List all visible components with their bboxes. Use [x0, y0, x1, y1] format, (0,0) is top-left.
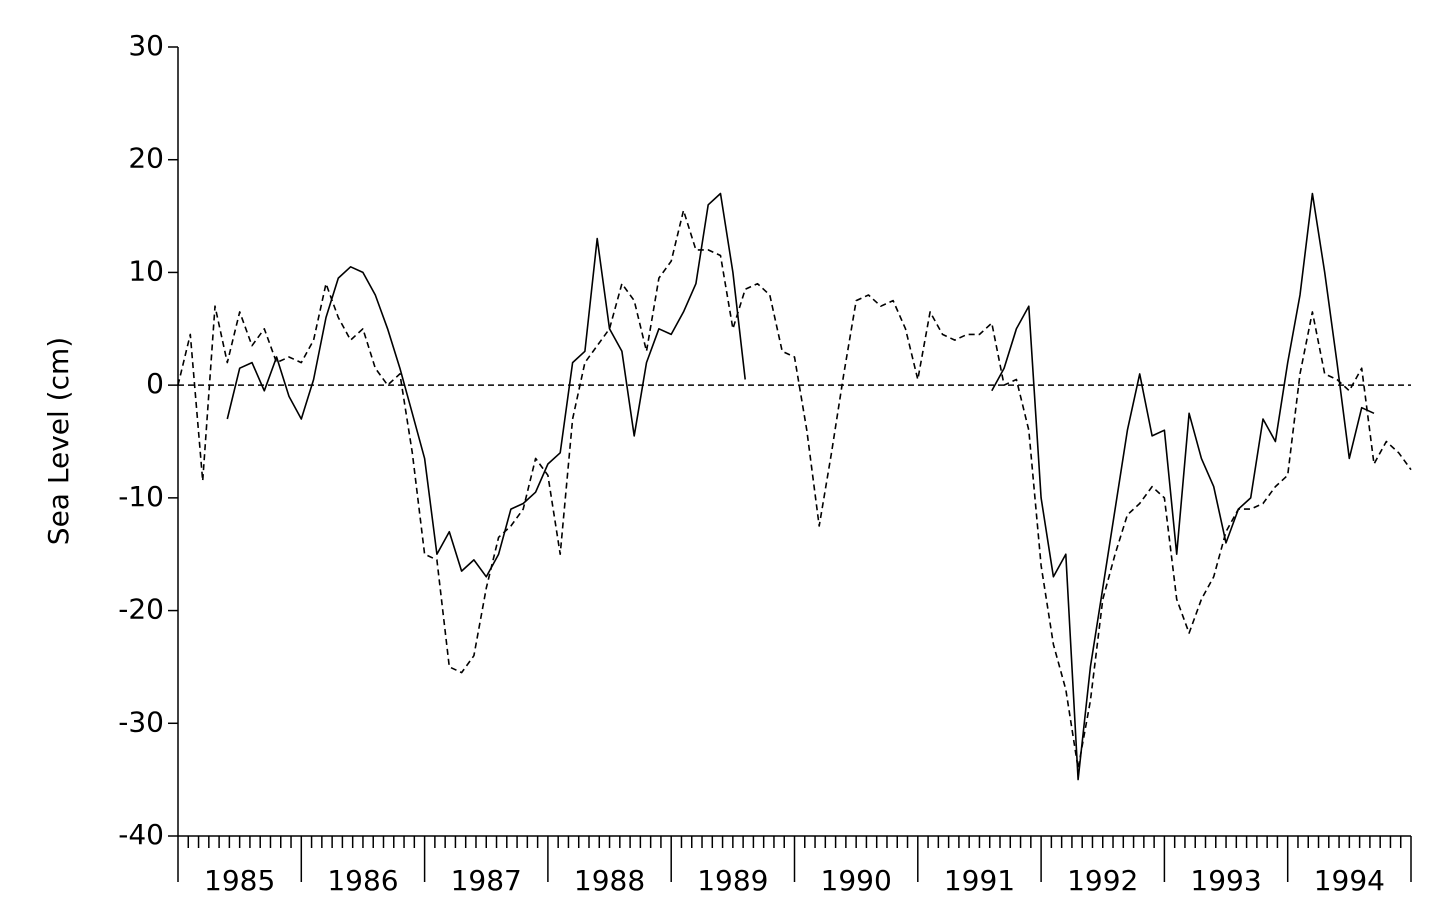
y-tick-label: -10: [118, 480, 164, 513]
x-tick-label: 1986: [327, 864, 398, 897]
x-tick-label: 1990: [821, 864, 892, 897]
series-line: [226, 192, 1375, 781]
y-tick-label: 30: [128, 29, 164, 62]
x-tick-label: 1994: [1314, 864, 1385, 897]
x-tick-label: 1987: [451, 864, 522, 897]
series-line: [177, 209, 1412, 770]
y-axis-label: Sea Level (cm): [42, 337, 75, 545]
x-tick-label: 1992: [1067, 864, 1138, 897]
y-tick-label: 0: [146, 367, 164, 400]
x-tick-label: 1993: [1190, 864, 1261, 897]
x-tick-label: 1991: [944, 864, 1015, 897]
y-tick-label: -40: [118, 818, 164, 851]
y-tick-label: 10: [128, 254, 164, 287]
x-tick-label: 1989: [697, 864, 768, 897]
x-tick-label: 1988: [574, 864, 645, 897]
y-tick-label: 20: [128, 142, 164, 175]
y-tick-label: -30: [118, 705, 164, 738]
y-tick-label: -20: [118, 593, 164, 626]
x-tick-label: 1985: [204, 864, 275, 897]
